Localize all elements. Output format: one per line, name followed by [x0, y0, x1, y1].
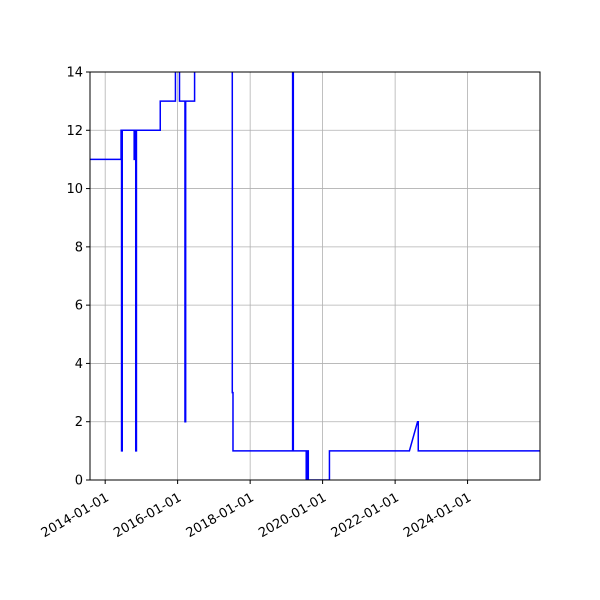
y-axis: 0 2 4 6 8 10 12 14	[66, 66, 90, 489]
y-tick-label: 12	[66, 124, 83, 139]
y-tick-label: 2	[75, 415, 83, 430]
series-layer	[90, 72, 540, 480]
y-tick-label: 4	[75, 357, 83, 372]
axes-frame	[89, 71, 541, 481]
y-tick-label: 10	[66, 182, 83, 197]
y-tick-label: 8	[75, 240, 83, 255]
y-tick-label: 14	[66, 66, 83, 81]
y-tick-label: 0	[75, 474, 83, 489]
y-tick-label: 6	[75, 299, 83, 314]
series-line-0	[90, 72, 540, 480]
plot-area	[90, 72, 540, 480]
